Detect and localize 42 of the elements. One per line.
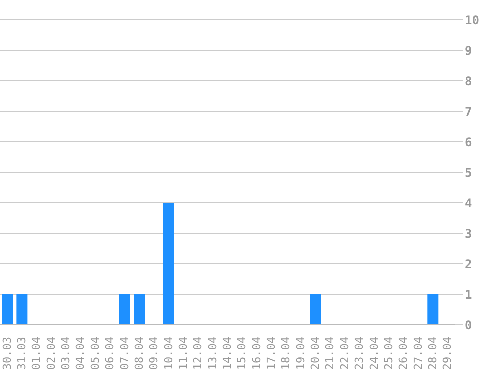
x-tick-label: 18.04 [280,336,293,370]
x-tick-label: 19.04 [294,336,308,370]
x-tick-label: 04.04 [74,336,88,370]
x-tick-label: 28.04 [426,336,440,370]
x-tick-label: 07.04 [118,336,132,370]
x-tick-label: 25.04 [382,336,396,370]
x-tick-label: 10.04 [162,336,176,370]
y-tick-label: 9 [465,44,472,58]
x-tick-label: 16.04 [250,336,264,370]
y-tick-label: 10 [465,13,480,28]
y-tick-label: 1 [465,288,472,302]
x-tick-label: 29.04 [441,336,454,370]
y-tick-label: 7 [465,104,472,119]
x-tick-label: 27.04 [412,336,425,370]
y-tick-label: 6 [465,135,472,150]
x-tick-label: 26.04 [397,336,410,370]
x-tick-label: 12.04 [192,336,205,370]
x-tick-label: 15.04 [236,336,249,370]
y-tick-label: 4 [465,196,472,210]
y-tick-label: 8 [465,74,472,88]
x-tick-label: 11.04 [176,336,190,370]
x-tick-label: 17.04 [265,336,278,370]
x-tick-label: 30.03 [0,337,14,370]
x-tick-label: 02.04 [44,336,58,370]
y-tick-label: 5 [465,166,472,180]
y-tick-label: 3 [465,226,472,241]
x-tick-label: 03.04 [60,336,73,370]
x-tick-label: 31.03 [16,337,29,370]
x-tick-label: 24.04 [368,336,381,370]
x-tick-label: 06.04 [104,336,117,370]
x-tick-label: 21.04 [324,336,337,370]
y-tick-label: 2 [465,257,472,272]
y-tick-label: 0 [465,318,472,332]
x-tick-label: 23.04 [353,336,366,370]
x-tick-label: 22.04 [338,336,352,370]
x-tick-label: 08.04 [132,336,146,370]
x-tick-label: 01.04 [30,336,44,370]
x-tick-label: 14.04 [221,336,234,370]
x-tick-label: 05.04 [88,336,102,370]
x-tick-label: 20.04 [309,336,322,370]
x-tick-label: 13.04 [206,336,220,370]
x-tick-label: 09.04 [148,336,161,370]
